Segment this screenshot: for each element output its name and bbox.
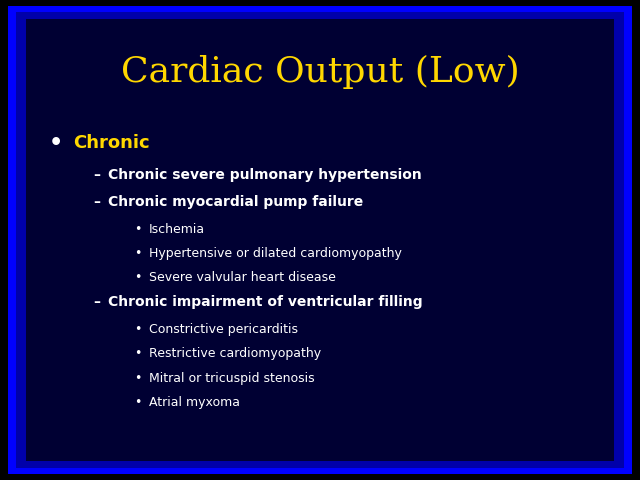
Text: Restrictive cardiomyopathy: Restrictive cardiomyopathy (149, 348, 321, 360)
Text: •: • (134, 247, 142, 260)
Text: Chronic impairment of ventricular filling: Chronic impairment of ventricular fillin… (108, 295, 422, 309)
Text: Hypertensive or dilated cardiomyopathy: Hypertensive or dilated cardiomyopathy (149, 247, 402, 260)
Text: Ischemia: Ischemia (149, 223, 205, 236)
Text: –: – (93, 168, 100, 181)
Text: Chronic myocardial pump failure: Chronic myocardial pump failure (108, 195, 364, 209)
Text: Cardiac Output (Low): Cardiac Output (Low) (120, 55, 520, 89)
Text: •: • (134, 372, 142, 385)
Text: •: • (134, 348, 142, 360)
Text: Mitral or tricuspid stenosis: Mitral or tricuspid stenosis (149, 372, 315, 385)
Text: •: • (134, 272, 142, 285)
Text: Chronic: Chronic (73, 134, 149, 152)
Text: •: • (134, 323, 142, 336)
Text: •: • (134, 223, 142, 236)
Text: Atrial myxoma: Atrial myxoma (149, 396, 240, 409)
Text: Chronic severe pulmonary hypertension: Chronic severe pulmonary hypertension (108, 168, 422, 181)
Text: •: • (134, 396, 142, 409)
Text: Severe valvular heart disease: Severe valvular heart disease (149, 272, 336, 285)
Text: •: • (49, 133, 63, 153)
Text: Constrictive pericarditis: Constrictive pericarditis (149, 323, 298, 336)
Text: –: – (93, 195, 100, 209)
Text: –: – (93, 295, 100, 309)
